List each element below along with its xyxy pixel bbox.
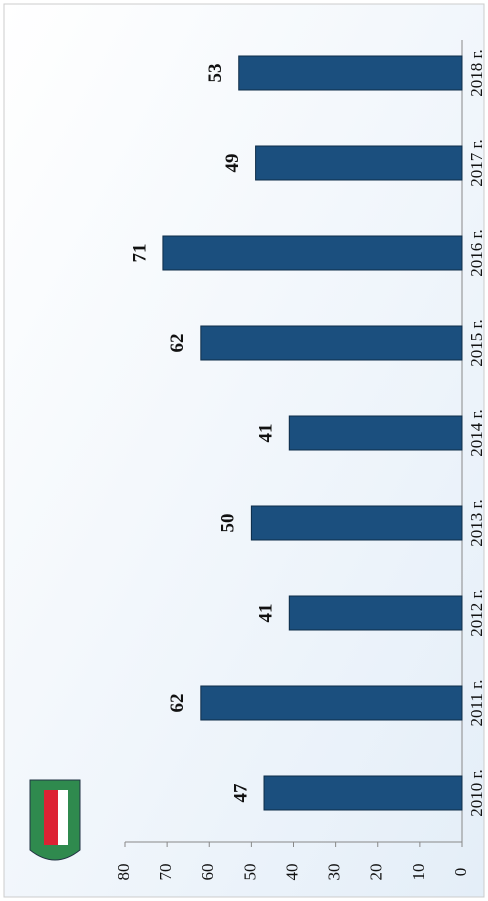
y-tick-label: 70 (156, 864, 175, 881)
bar (200, 685, 463, 721)
value-label: 49 (222, 154, 243, 173)
y-tick-label: 30 (325, 864, 344, 881)
bar (255, 145, 463, 181)
bar (238, 55, 463, 91)
bar (288, 415, 463, 451)
x-tick-label: 2011 г. (467, 680, 486, 727)
value-label: 62 (167, 334, 188, 353)
logo-stripe (58, 790, 68, 845)
value-label: 53 (205, 64, 226, 83)
y-tick-label: 10 (409, 864, 428, 881)
bar (162, 235, 463, 271)
x-tick-label: 2012 г. (467, 589, 486, 637)
y-tick-label: 0 (451, 868, 470, 877)
x-tick-label: 2015 г. (467, 319, 486, 367)
x-tick-label: 2014 г. (467, 409, 486, 457)
value-label: 47 (230, 783, 251, 803)
y-tick-label: 80 (114, 864, 133, 881)
y-tick-label: 60 (198, 864, 217, 881)
y-tick-label: 50 (240, 864, 259, 881)
value-label: 71 (129, 244, 150, 263)
bar (200, 325, 463, 361)
bar (250, 505, 463, 541)
value-label: 41 (256, 424, 277, 443)
x-tick-label: 2018 г. (467, 49, 486, 97)
value-label: 62 (167, 694, 188, 713)
bar (263, 775, 463, 811)
logo (29, 779, 81, 861)
bar (288, 595, 463, 631)
x-tick-label: 2010 г. (467, 769, 486, 817)
value-label: 50 (218, 514, 239, 533)
logo-stripe (44, 790, 58, 845)
value-label: 41 (256, 604, 277, 623)
y-tick-label: 20 (367, 864, 386, 881)
x-tick-label: 2017 г. (467, 139, 486, 187)
y-tick-label: 40 (282, 864, 301, 881)
x-tick-label: 2016 г. (467, 229, 486, 277)
x-tick-label: 2013 г. (467, 499, 486, 547)
